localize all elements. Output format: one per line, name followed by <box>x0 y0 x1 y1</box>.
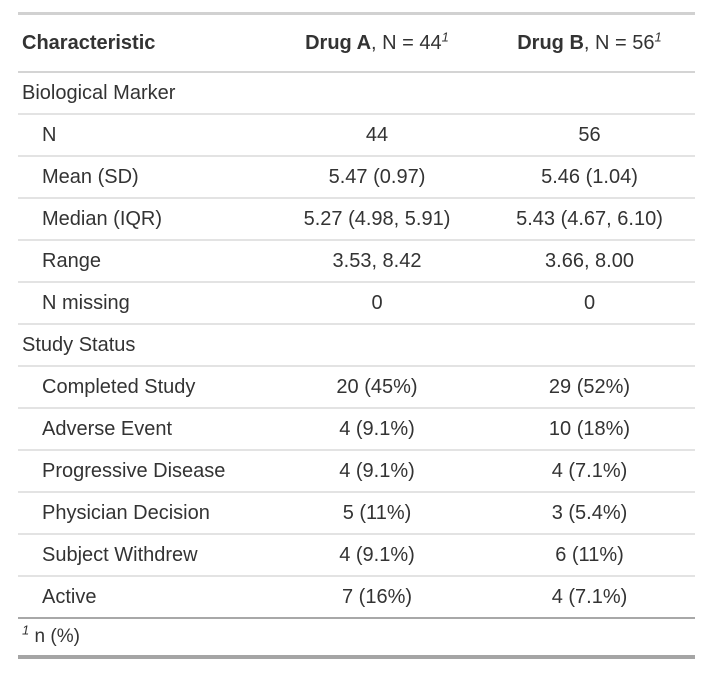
footnote: 1 n (%) <box>18 618 695 657</box>
table-row: Median (IQR) 5.27 (4.98, 5.91) 5.43 (4.6… <box>18 198 695 241</box>
drug-b-value: 56 <box>484 114 695 157</box>
drug-a-value: 5.47 (0.97) <box>270 156 484 199</box>
row-label: N <box>18 114 270 157</box>
table-row: N 44 56 <box>18 114 695 157</box>
group-row-biological-marker: Biological Marker <box>18 72 695 115</box>
table-row: Adverse Event 4 (9.1%) 10 (18%) <box>18 408 695 451</box>
drug-a-value: 4 (9.1%) <box>270 534 484 577</box>
table-row: Completed Study 20 (45%) 29 (52%) <box>18 366 695 409</box>
drug-b-value: 6 (11%) <box>484 534 695 577</box>
group-label: Biological Marker <box>18 72 695 115</box>
drug-b-value: 0 <box>484 282 695 325</box>
drug-a-value: 5 (11%) <box>270 492 484 535</box>
header-row: Characteristic Drug A, N = 441 Drug B, N… <box>18 13 695 73</box>
row-label: Range <box>18 240 270 283</box>
drug-a-value: 20 (45%) <box>270 366 484 409</box>
summary-table-container: Characteristic Drug A, N = 441 Drug B, N… <box>18 12 695 659</box>
row-label: Mean (SD) <box>18 156 270 199</box>
table-row: Mean (SD) 5.47 (0.97) 5.46 (1.04) <box>18 156 695 199</box>
drug-b-value: 3 (5.4%) <box>484 492 695 535</box>
drug-b-value: 5.46 (1.04) <box>484 156 695 199</box>
drug-b-value: 4 (7.1%) <box>484 450 695 493</box>
table-row: N missing 0 0 <box>18 282 695 325</box>
footnote-text: n (%) <box>34 626 80 647</box>
drug-b-value: 3.66, 8.00 <box>484 240 695 283</box>
drug-a-value: 4 (9.1%) <box>270 408 484 451</box>
column-header-drug-a: Drug A, N = 441 <box>270 13 484 73</box>
summary-table: Characteristic Drug A, N = 441 Drug B, N… <box>18 12 695 659</box>
table-row: Range 3.53, 8.42 3.66, 8.00 <box>18 240 695 283</box>
row-label: Progressive Disease <box>18 450 270 493</box>
table-row: Physician Decision 5 (11%) 3 (5.4%) <box>18 492 695 535</box>
drug-b-n: , N = 56 <box>583 32 655 54</box>
row-label: Median (IQR) <box>18 198 270 241</box>
row-label: Adverse Event <box>18 408 270 451</box>
footnote-marker: 1 <box>441 29 449 45</box>
drug-a-value: 5.27 (4.98, 5.91) <box>270 198 484 241</box>
footnote-marker: 1 <box>22 622 30 638</box>
table-body: Biological Marker N 44 56 Mean (SD) 5.47… <box>18 72 695 619</box>
footnote-marker: 1 <box>654 29 662 45</box>
column-header-characteristic: Characteristic <box>18 13 270 73</box>
drug-b-value: 29 (52%) <box>484 366 695 409</box>
drug-a-value: 3.53, 8.42 <box>270 240 484 283</box>
drug-a-value: 7 (16%) <box>270 576 484 619</box>
drug-a-value: 0 <box>270 282 484 325</box>
row-label: Physician Decision <box>18 492 270 535</box>
drug-b-value: 5.43 (4.67, 6.10) <box>484 198 695 241</box>
table-row: Subject Withdrew 4 (9.1%) 6 (11%) <box>18 534 695 577</box>
group-label: Study Status <box>18 324 695 367</box>
drug-a-name: Drug A <box>305 32 372 54</box>
table-header: Characteristic Drug A, N = 441 Drug B, N… <box>18 13 695 73</box>
drug-b-name: Drug B <box>517 32 584 54</box>
row-label: Active <box>18 576 270 619</box>
row-label: N missing <box>18 282 270 325</box>
column-header-drug-b: Drug B, N = 561 <box>484 13 695 73</box>
row-label: Completed Study <box>18 366 270 409</box>
drug-b-value: 4 (7.1%) <box>484 576 695 619</box>
drug-a-value: 4 (9.1%) <box>270 450 484 493</box>
footnote-row: 1 n (%) <box>18 618 695 657</box>
drug-a-value: 44 <box>270 114 484 157</box>
table-row: Active 7 (16%) 4 (7.1%) <box>18 576 695 619</box>
table-footer: 1 n (%) <box>18 618 695 657</box>
drug-a-n: , N = 44 <box>371 32 442 54</box>
row-label: Subject Withdrew <box>18 534 270 577</box>
table-row: Progressive Disease 4 (9.1%) 4 (7.1%) <box>18 450 695 493</box>
group-row-study-status: Study Status <box>18 324 695 367</box>
drug-b-value: 10 (18%) <box>484 408 695 451</box>
